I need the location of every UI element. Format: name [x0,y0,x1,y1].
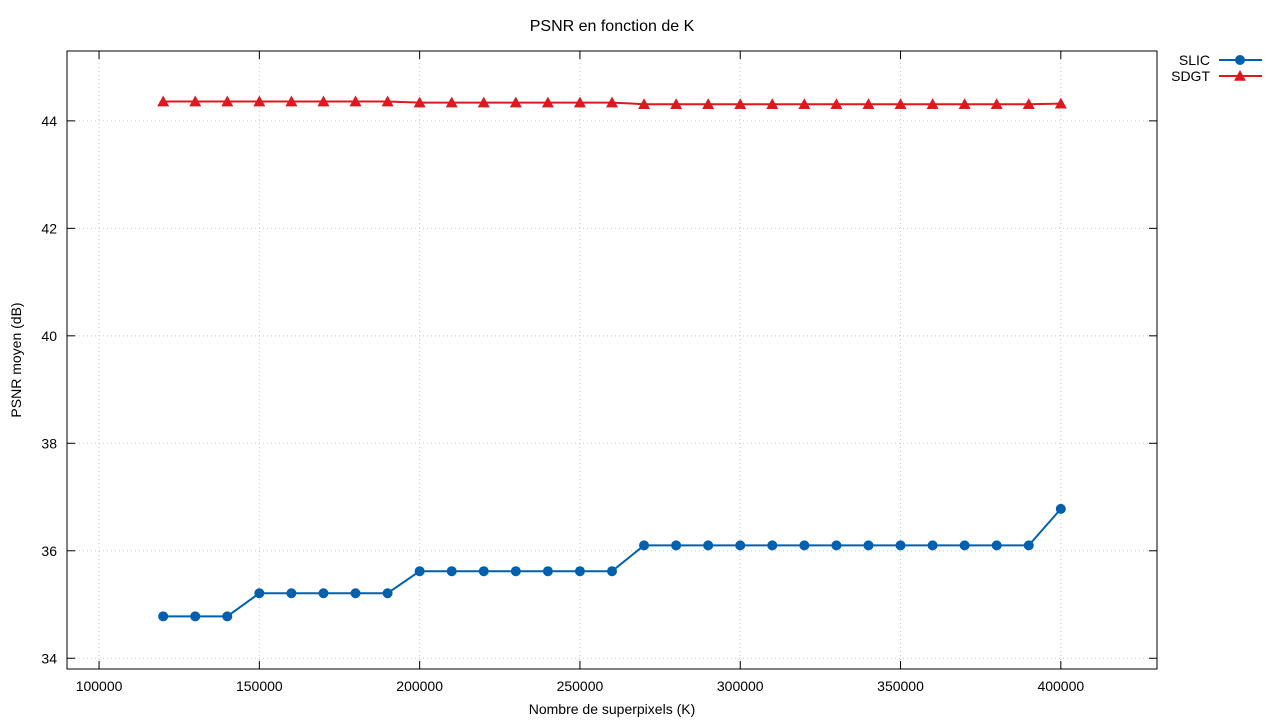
data-point-sdgt [958,98,971,110]
data-point-sdgt [221,95,234,107]
data-point-slic [510,566,521,577]
data-point-sdgt [509,96,522,108]
data-point-sdgt [285,95,298,107]
y-tick-label: 34 [41,650,57,666]
data-point-slic [959,540,970,551]
y-tick-label: 38 [41,435,57,451]
data-point-sdgt [638,98,651,110]
x-axis-title: Nombre de superpixels (K) [529,701,696,717]
data-point-sdgt [317,95,330,107]
data-point-slic [1023,540,1034,551]
series [157,95,1067,622]
data-point-slic [478,566,489,577]
data-point-slic [190,611,201,622]
data-point-slic [414,566,425,577]
data-point-sdgt [926,98,939,110]
data-point-sdgt [349,95,362,107]
data-point-sdgt [606,96,618,108]
data-point-sdgt [702,98,715,110]
x-tick-label: 200000 [396,678,443,694]
legend-item-slic: SLIC [1179,52,1262,68]
data-point-sdgt [157,95,170,107]
axis-ticks: 100000 150000 200000 250000 300000 350000 4000… [41,51,1157,694]
y-axis-title: PSNR moyen (dB) [8,302,24,417]
data-point-slic [991,540,1002,551]
plot-frame [66,50,1158,670]
data-point-slic [286,588,297,599]
x-tick-label: 250000 [557,678,604,694]
data-point-sdgt [990,98,1003,110]
x-tick-label: 300000 [717,678,764,694]
data-point-slic [799,540,810,551]
data-point-sdgt [445,96,458,108]
data-point-slic [1055,503,1066,514]
chart-title: PSNR en fonction de K [530,18,695,35]
data-point-slic [446,566,457,577]
data-point-slic [350,588,361,599]
series-sdgt [157,95,1067,110]
data-point-sdgt [381,95,394,107]
data-point-sdgt [830,98,843,110]
data-point-sdgt [862,98,875,110]
series-slic [158,503,1066,622]
y-tick-label: 42 [41,220,57,236]
data-point-slic [767,540,778,551]
data-point-sdgt [189,95,202,107]
data-point-slic [735,540,746,551]
data-point-slic [318,588,329,599]
data-point-slic [703,540,714,551]
data-point-sdgt [894,98,907,110]
data-point-sdgt [573,96,586,108]
data-point-sdgt [1022,98,1035,110]
data-point-slic [542,566,553,577]
data-point-sdgt [734,98,747,110]
data-point-sdgt [670,98,683,110]
data-point-slic [831,540,842,551]
data-point-slic [639,540,650,551]
legend-label-sdgt: SDGT [1171,68,1210,84]
grid [67,51,1157,669]
data-point-sdgt [253,95,266,107]
data-point-slic [671,540,682,551]
legend-label-slic: SLIC [1179,52,1210,68]
x-tick-label: 150000 [236,678,283,694]
x-tick-label: 350000 [877,678,924,694]
series-line-slic [163,508,1062,618]
data-point-slic [863,540,874,551]
data-point-slic [254,588,265,599]
legend-marker-sdgt [1234,70,1246,81]
data-point-slic [927,540,938,551]
data-point-slic [607,566,617,577]
data-point-slic [895,540,906,551]
data-point-sdgt [798,98,811,110]
data-point-slic [222,611,233,622]
data-point-sdgt [541,96,554,108]
y-tick-label: 44 [41,113,57,129]
y-tick-label: 36 [41,543,57,559]
data-point-sdgt [413,96,426,108]
data-point-slic [158,611,169,622]
data-point-slic [574,566,585,577]
y-tick-label: 40 [41,328,57,344]
data-point-sdgt [766,98,779,110]
legend-marker-slic [1235,55,1245,65]
x-tick-label: 100000 [76,678,123,694]
x-tick-label: 400000 [1037,678,1084,694]
data-point-sdgt [1054,97,1067,109]
data-point-slic [382,588,393,599]
legend-item-sdgt: SDGT [1171,68,1262,84]
data-point-sdgt [477,96,490,108]
